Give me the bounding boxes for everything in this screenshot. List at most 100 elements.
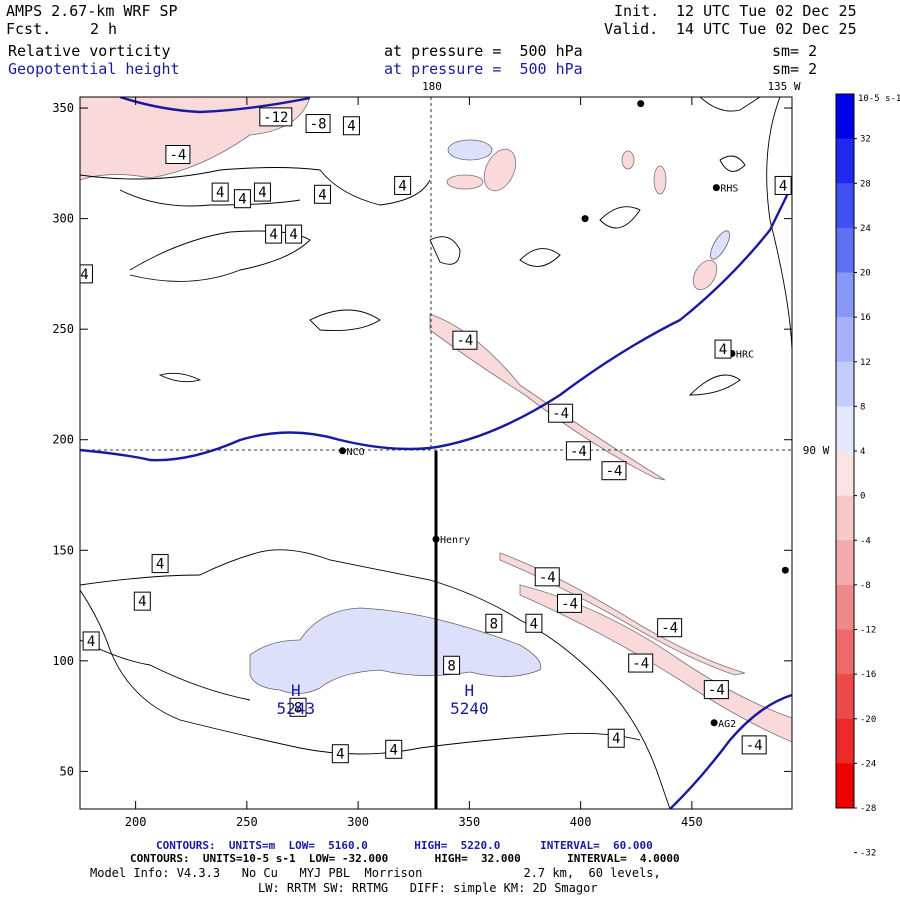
- vort-contour-12: [699, 97, 761, 112]
- field1-smoothing: sm= 2: [772, 42, 818, 60]
- x-tick-label: 450: [681, 815, 703, 829]
- vort-contour-15: [719, 155, 746, 172]
- vorticity-label-box: [601, 461, 627, 481]
- vorticity-label: 4: [347, 119, 355, 135]
- height-contour-5160-b: [669, 693, 792, 809]
- vort-blob-4: [692, 259, 718, 291]
- vorticity-label-box: [548, 403, 574, 423]
- colorbar-tick-label: -20: [860, 715, 876, 725]
- vorticity-label: 4: [289, 227, 297, 243]
- height-high-letter: H: [465, 681, 475, 700]
- vorticity-label: 4: [80, 267, 88, 283]
- init-value: 12 UTC Tue 02 Dec 25: [676, 2, 857, 20]
- footer-height-contours: CONTOURS: UNITS=m LOW= 5160.0 HIGH= 5220…: [156, 839, 653, 852]
- longitude-label-90w: 90 W: [803, 444, 830, 457]
- vort-contour-6: [80, 549, 671, 809]
- footer-physics-info: LW: RRTM SW: RRTMG DIFF: simple KM: 2D S…: [258, 881, 598, 895]
- vorticity-label: -12: [263, 110, 288, 126]
- vorticity-label: 4: [216, 185, 224, 201]
- reference-lines: [80, 97, 792, 451]
- vorticity-label-box: [452, 330, 478, 350]
- y-tick-label: 150: [52, 543, 74, 557]
- vorticity-label: -4: [169, 147, 186, 163]
- field1-pressure: at pressure = 500 hPa: [384, 42, 583, 60]
- colorbar-tick-label: -32: [860, 849, 876, 859]
- vorticity-label-box: [211, 182, 229, 202]
- vort-contour-2: [119, 189, 301, 207]
- vorticity-label: -4: [606, 464, 623, 480]
- vorticity-label-box: [82, 631, 100, 651]
- neg-vort-blob-1: [447, 139, 493, 161]
- x-tick-label: 200: [125, 815, 147, 829]
- vorticity-label: -4: [570, 444, 587, 460]
- colorbar-segment: [836, 674, 854, 720]
- vorticity-label: 4: [530, 616, 538, 632]
- geopotential-contours: [80, 97, 792, 809]
- vorticity-label: 4: [390, 742, 398, 758]
- vorticity-label-box: [657, 618, 683, 638]
- field2-name: Geopotential height: [8, 60, 180, 78]
- vorticity-label-box: [342, 116, 360, 136]
- longitude-label-135w: 135 W: [767, 80, 800, 93]
- vorticity-label: 4: [156, 557, 164, 573]
- vort-blob-2: [446, 174, 484, 190]
- colorbar-tick-label: -24: [860, 759, 876, 769]
- station-marker-ag2: [710, 719, 718, 727]
- colorbar-segment: [836, 763, 854, 809]
- valid-value: 14 UTC Tue 02 Dec 25: [676, 20, 857, 38]
- vorticity-label-box: [394, 175, 412, 195]
- footer-model-info: Model Info: V4.3.3 No Cu MYJ PBL Morriso…: [90, 866, 661, 880]
- vorticity-label-box: [607, 728, 625, 748]
- height-high-letter: H: [291, 681, 301, 700]
- negative-vorticity-fill: [249, 139, 730, 694]
- height-high-value: 5240: [450, 699, 489, 718]
- y-tick-label: 250: [52, 322, 74, 336]
- colorbar-segment: [836, 718, 854, 764]
- y-tick-label: 200: [52, 433, 74, 447]
- vorticity-label: 4: [138, 594, 146, 610]
- positive-vorticity-fill: [80, 97, 792, 743]
- vorticity-label-box: [314, 184, 332, 204]
- vorticity-label-box: [253, 182, 271, 202]
- colorbar-tick-label: 16: [860, 313, 871, 323]
- point-marker: [637, 100, 645, 108]
- vorticity-label-box: [233, 189, 251, 209]
- vorticity-label-box: [289, 697, 307, 717]
- vorticity-label: -8: [310, 117, 327, 133]
- vorticity-label-box: [534, 567, 560, 587]
- forecast-label: Fcst.: [6, 20, 52, 38]
- y-tick-label: 50: [60, 764, 74, 778]
- colorbar-tick-label: 12: [860, 358, 871, 368]
- vorticity-label: 4: [398, 178, 406, 194]
- colorbar-tick-label: 20: [860, 269, 871, 279]
- neg-vort-region-main: [249, 607, 542, 694]
- y-tick-label: 350: [52, 101, 74, 115]
- vorticity-label-box: [741, 735, 767, 755]
- y-tick-label: 100: [52, 654, 74, 668]
- colorbar-segment: [836, 540, 854, 586]
- valid-label: Valid.: [604, 20, 659, 38]
- station-label-ag2: AG2: [718, 719, 736, 730]
- markers-layer: [581, 100, 789, 574]
- vorticity-label: 8: [490, 616, 498, 632]
- vorticity-label: -4: [456, 333, 473, 349]
- vort-region-band-lowest: [519, 584, 792, 743]
- vorticity-label-box: [385, 739, 403, 759]
- init-label: Init.: [614, 2, 660, 20]
- point-marker: [581, 215, 589, 223]
- vorticity-label: 8: [447, 658, 455, 674]
- vorticity-label: 4: [719, 342, 727, 358]
- field2-smoothing: sm= 2: [772, 60, 818, 78]
- colorbar-tick-label: 4: [860, 447, 865, 457]
- station-marker-henry: [432, 535, 440, 543]
- vorticity-contours: [80, 97, 792, 809]
- vorticity-label: 4: [779, 178, 787, 194]
- y-tick-label: 300: [52, 212, 74, 226]
- height-high-value: 5243: [277, 699, 316, 718]
- vorticity-label: 4: [238, 192, 246, 208]
- station-label-rhs: RHS: [720, 184, 738, 195]
- colorbar: 32 28 24 20 16 12 8 4 0 -4 -8 -12 -16 -20 -24 -28 -32: [835, 93, 876, 859]
